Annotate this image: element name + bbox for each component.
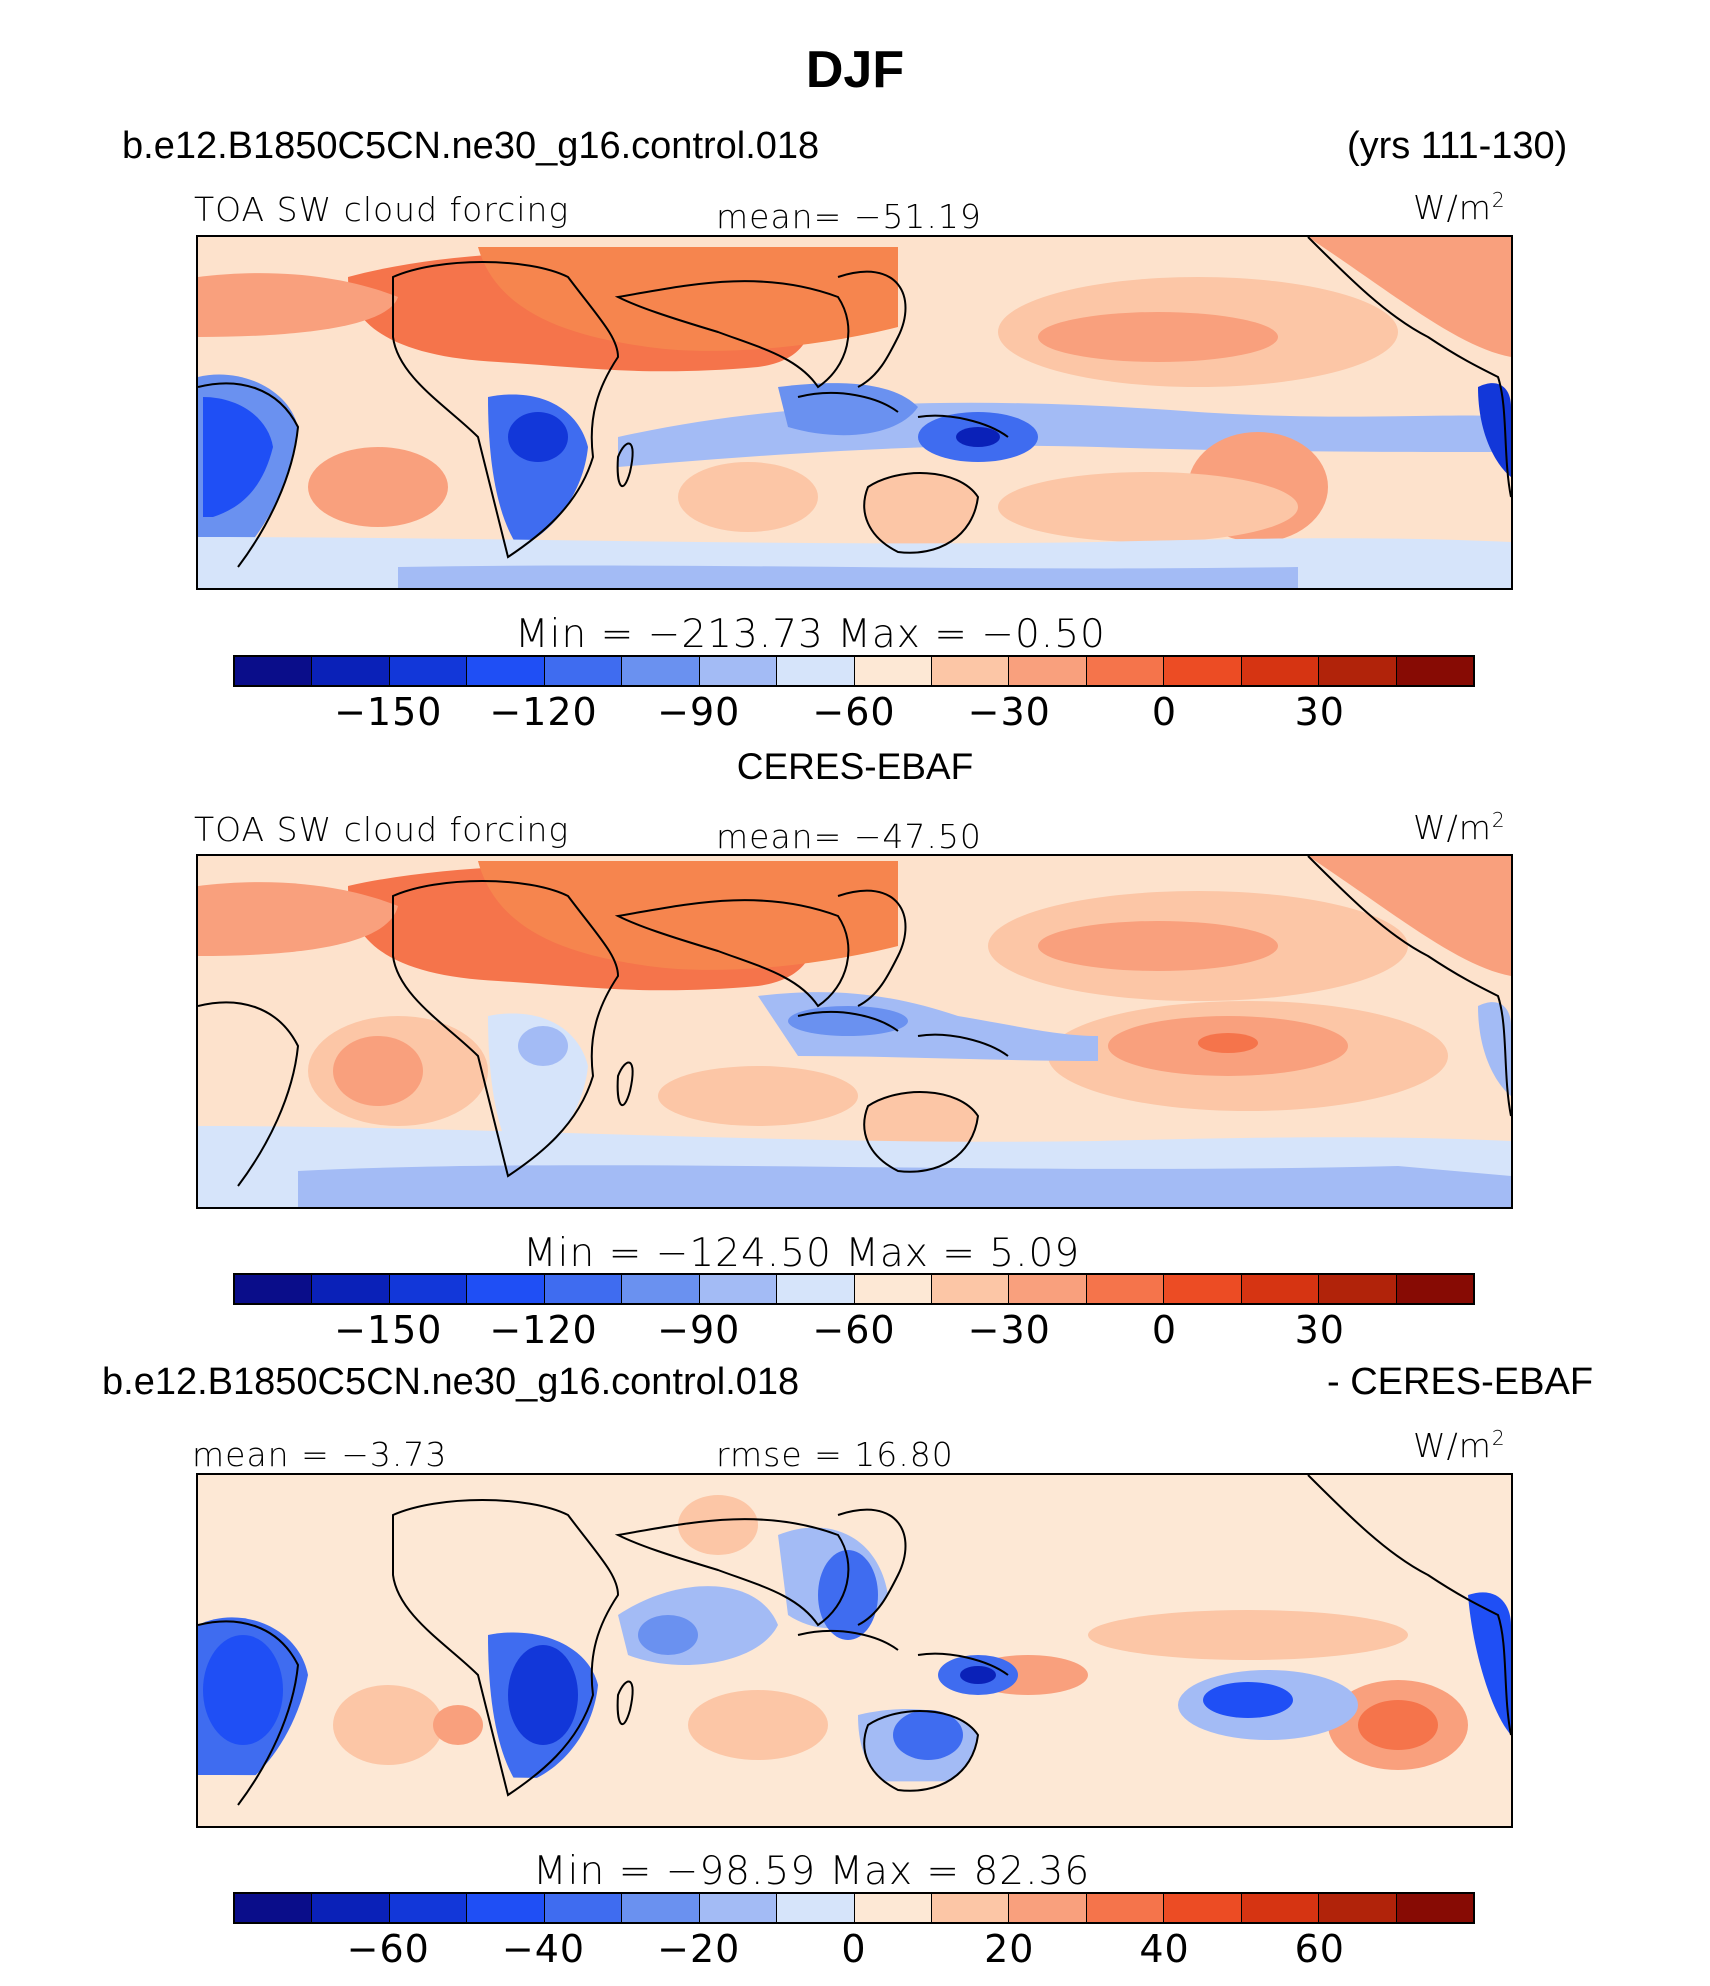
colorbar-swatch [1009, 1894, 1087, 1922]
panel1-colorbar [233, 655, 1475, 687]
colorbar-tick-label: −90 [657, 1308, 741, 1352]
colorbar-swatch [312, 1894, 390, 1922]
panel3-units-label: W/m2 [1413, 1426, 1506, 1465]
colorbar-swatch [931, 657, 1010, 685]
colorbar-swatch [389, 1275, 468, 1303]
panel1-units-label: W/m2 [1413, 188, 1506, 227]
panel2-minmax-label: Min = −124.50 Max = 5.09 [523, 1231, 1081, 1276]
colorbar-swatch [854, 657, 932, 685]
colorbar-swatch [1164, 1894, 1242, 1922]
colorbar-swatch [777, 1275, 855, 1303]
panel2-units-label: W/m2 [1413, 808, 1506, 847]
panel1-map [196, 235, 1513, 590]
colorbar-swatch [1086, 1275, 1165, 1303]
panel1-years-label: (yrs 111-130) [1347, 125, 1568, 167]
colorbar-swatch [1241, 1275, 1320, 1303]
colorbar-swatch [1009, 1275, 1087, 1303]
colorbar-swatch [1164, 1275, 1242, 1303]
colorbar-tick-label: −30 [967, 1308, 1051, 1352]
colorbar-swatch [312, 657, 390, 685]
colorbar-swatch [467, 1275, 545, 1303]
colorbar-swatch [854, 1275, 932, 1303]
colorbar-tick-label: −60 [812, 1308, 896, 1352]
panel3-map [196, 1473, 1513, 1828]
colorbar-swatch [699, 657, 778, 685]
colorbar-tick-label: 0 [1151, 690, 1178, 734]
colorbar-swatch [777, 657, 855, 685]
colorbar-swatch [544, 1275, 623, 1303]
colorbar-swatch [854, 1894, 932, 1922]
colorbar-swatch [1319, 1894, 1397, 1922]
panel2-variable-label: TOA SW cloud forcing [194, 810, 570, 849]
colorbar-swatch [544, 657, 623, 685]
colorbar-swatch [931, 1894, 1010, 1922]
colorbar-swatch [389, 1894, 468, 1922]
colorbar-tick-label: 60 [1294, 1927, 1345, 1971]
colorbar-swatch [622, 1894, 700, 1922]
colorbar-swatch [1241, 657, 1320, 685]
panel1-minmax-label: Min = −213.73 Max = −0.50 [515, 612, 1106, 657]
colorbar-swatch [1396, 1894, 1473, 1922]
figure-title: DJF [805, 41, 905, 99]
colorbar-swatch [1396, 657, 1473, 685]
colorbar-swatch [1319, 657, 1397, 685]
colorbar-swatch [389, 657, 468, 685]
colorbar-tick-label: −40 [501, 1927, 586, 1971]
colorbar-tick-label: 30 [1294, 690, 1345, 734]
panel2-case-label: CERES-EBAF [736, 746, 974, 787]
panel3-minmax-label: Min = −98.59 Max = 82.36 [533, 1849, 1091, 1894]
panel2-map [196, 854, 1513, 1209]
colorbar-swatch [699, 1275, 778, 1303]
colorbar-tick-label: 40 [1139, 1927, 1190, 1971]
colorbar-swatch [622, 1275, 700, 1303]
panel3-mean-label: mean = −3.73 [192, 1435, 448, 1474]
colorbar-tick-label: −120 [489, 1308, 598, 1352]
panel3-colorbar [233, 1892, 1475, 1924]
colorbar-swatch [1086, 657, 1165, 685]
colorbar-tick-label: 0 [841, 1927, 867, 1971]
colorbar-swatch [235, 657, 313, 685]
colorbar-swatch [544, 1894, 623, 1922]
colorbar-swatch [1164, 657, 1242, 685]
colorbar-tick-label: −60 [346, 1927, 430, 1971]
colorbar-tick-label: −30 [967, 690, 1051, 734]
colorbar-swatch [1319, 1275, 1397, 1303]
colorbar-tick-label: −150 [334, 690, 443, 734]
colorbar-tick-label: −90 [657, 690, 741, 734]
colorbar-swatch [312, 1275, 390, 1303]
colorbar-swatch [1396, 1275, 1473, 1303]
colorbar-tick-label: −60 [812, 690, 896, 734]
colorbar-swatch [622, 657, 700, 685]
panel1-mean-label: mean= −51.19 [716, 197, 982, 236]
colorbar-swatch [235, 1275, 313, 1303]
colorbar-tick-label: 0 [1151, 1308, 1178, 1352]
colorbar-swatch [235, 1894, 313, 1922]
colorbar-swatch [1009, 657, 1087, 685]
panel3-case-suffix-label: - CERES-EBAF [1327, 1361, 1594, 1403]
colorbar-tick-label: 20 [984, 1927, 1035, 1971]
colorbar-tick-label: 30 [1294, 1308, 1345, 1352]
colorbar-swatch [467, 1894, 545, 1922]
colorbar-swatch [467, 657, 545, 685]
panel2-mean-label: mean= −47.50 [716, 817, 982, 856]
panel1-variable-label: TOA SW cloud forcing [194, 190, 570, 229]
colorbar-swatch [777, 1894, 855, 1922]
panel1-case-label: b.e12.B1850C5CN.ne30_g16.control.018 [122, 125, 820, 167]
colorbar-swatch [1086, 1894, 1165, 1922]
panel3-case-label: b.e12.B1850C5CN.ne30_g16.control.018 [102, 1361, 800, 1403]
panel3-rmse-label: rmse = 16.80 [716, 1435, 954, 1474]
colorbar-tick-label: −150 [334, 1308, 443, 1352]
colorbar-swatch [699, 1894, 778, 1922]
panel2-colorbar [233, 1273, 1475, 1305]
colorbar-tick-label: −120 [489, 690, 598, 734]
colorbar-swatch [931, 1275, 1010, 1303]
colorbar-tick-label: −20 [657, 1927, 741, 1971]
colorbar-swatch [1241, 1894, 1320, 1922]
